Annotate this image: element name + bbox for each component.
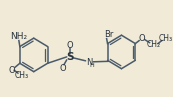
Text: CH₃: CH₃ (158, 34, 173, 43)
Text: NH₂: NH₂ (10, 32, 28, 41)
Text: O: O (8, 66, 15, 75)
Text: S: S (66, 52, 73, 62)
Text: O: O (66, 41, 73, 50)
Text: O: O (139, 34, 145, 43)
Text: O: O (60, 64, 66, 73)
Text: N: N (86, 58, 93, 67)
Text: CH₂: CH₂ (146, 40, 160, 49)
Text: CH₃: CH₃ (15, 71, 29, 80)
Text: Br: Br (104, 30, 113, 39)
Text: H: H (89, 63, 94, 68)
